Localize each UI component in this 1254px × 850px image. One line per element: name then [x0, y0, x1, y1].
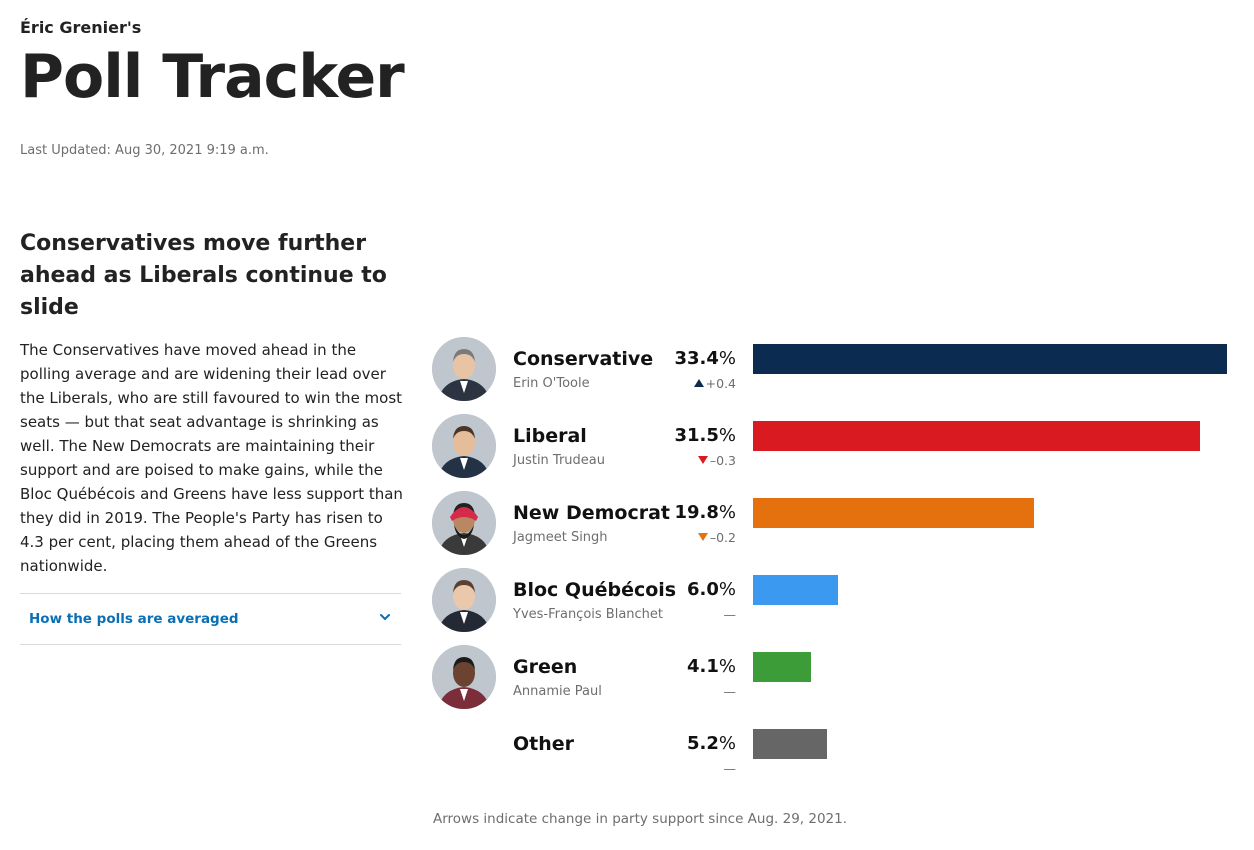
vote-share-label: 33.4% [674, 348, 736, 369]
byline-kicker: Éric Grenier's [20, 18, 142, 37]
change-label: — [723, 761, 737, 776]
bar-conservative [753, 344, 1227, 374]
party-row-other: Other 5.2% — [432, 722, 1232, 786]
party-row-bloc-qu-b-cois: Bloc Québécois Yves-François Blanchet 6.0%… [432, 568, 1232, 632]
article-body: The Conservatives have moved ahead in th… [20, 341, 403, 575]
party-name: New Democrat [513, 502, 671, 524]
leader-name: Jagmeet Singh [513, 530, 608, 545]
bar-new-democrat [753, 498, 1034, 528]
vote-share-label: 5.2% [687, 733, 736, 754]
party-name: Bloc Québécois [513, 579, 677, 601]
party-name: Conservative [513, 348, 654, 370]
leader-avatar [432, 568, 496, 632]
bar-bloc-qu-b-cois [753, 575, 838, 605]
last-updated-timestamp: Last Updated: Aug 30, 2021 9:19 a.m. [20, 143, 269, 158]
bar-liberal [753, 421, 1200, 451]
party-row-liberal: Liberal Justin Trudeau 31.5% –0.3 [432, 414, 1232, 478]
party-row-new-democrat: New Democrat Jagmeet Singh 19.8% –0.2 [432, 491, 1232, 555]
leader-name: Erin O'Toole [513, 376, 590, 391]
bar-green [753, 652, 811, 682]
leader-avatar [432, 337, 496, 401]
accordion-label[interactable]: How the polls are averaged [29, 611, 239, 627]
chart-footnote: Arrows indicate change in party support … [433, 811, 848, 827]
vote-share-label: 6.0% [687, 579, 736, 600]
article-headline: Conservatives move further ahead as Libe… [20, 231, 387, 320]
leader-avatar [432, 491, 496, 555]
leader-name: Justin Trudeau [513, 453, 605, 468]
arrow-up-icon [693, 379, 704, 387]
leader-avatar [432, 414, 496, 478]
leader-avatar [432, 645, 496, 709]
change-label: +0.4 [693, 376, 736, 391]
leader-name: Annamie Paul [513, 684, 602, 699]
vote-share-label: 19.8% [674, 502, 736, 523]
party-name: Other [513, 733, 575, 755]
polls-averaged-accordion[interactable]: How the polls are averaged [20, 593, 401, 645]
change-label: –0.2 [697, 530, 736, 545]
arrow-down-icon [697, 456, 708, 464]
arrow-down-icon [697, 533, 708, 541]
page-title: Poll Tracker [20, 42, 405, 112]
vote-share-label: 31.5% [674, 425, 736, 446]
vote-share-label: 4.1% [687, 656, 736, 677]
change-label: — [723, 607, 737, 622]
party-name: Liberal [513, 425, 587, 447]
party-row-green: Green Annamie Paul 4.1% — [432, 645, 1232, 709]
party-name: Green [513, 656, 578, 678]
party-row-conservative: Conservative Erin O'Toole 33.4% +0.4 [432, 337, 1232, 401]
bar-other [753, 729, 827, 759]
change-label: –0.3 [697, 453, 736, 468]
chevron-down-icon[interactable] [378, 609, 392, 623]
leader-name: Yves-François Blanchet [513, 607, 664, 622]
change-label: — [723, 684, 737, 699]
